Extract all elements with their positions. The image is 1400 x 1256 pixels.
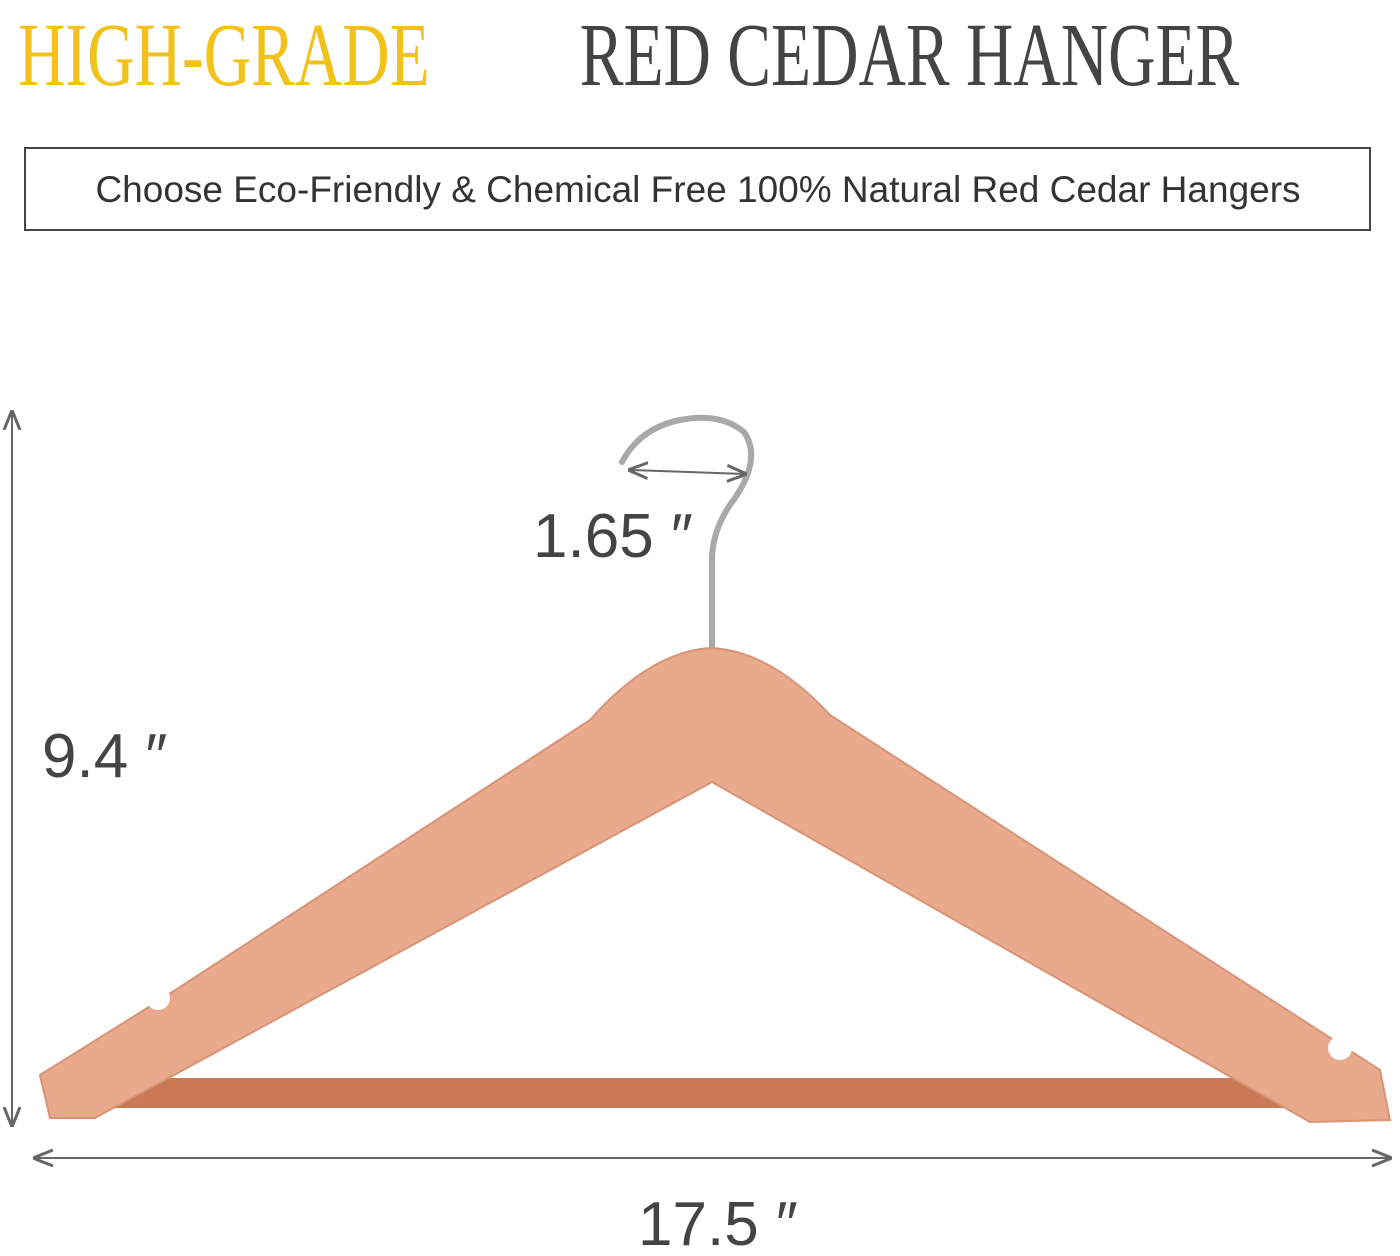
notch bbox=[146, 986, 170, 1010]
title-rest: RED CEDAR HANGER bbox=[580, 5, 1240, 104]
hook-label: 1.65 ″ bbox=[533, 502, 693, 571]
width-label: 17.5 ″ bbox=[638, 1190, 798, 1256]
subtitle: Choose Eco-Friendly & Chemical Free 100%… bbox=[95, 169, 1300, 210]
notch bbox=[1328, 1036, 1352, 1060]
hanger-body bbox=[38, 646, 1392, 1124]
subtitle-box bbox=[24, 147, 1371, 231]
hanger bbox=[38, 414, 1392, 1124]
title-highlight: HIGH-GRADE bbox=[18, 5, 430, 104]
hanger-rod bbox=[100, 1078, 1315, 1108]
hook bbox=[619, 414, 755, 651]
hook-arrow bbox=[630, 470, 745, 474]
height-label: 9.4 ″ bbox=[42, 722, 167, 791]
